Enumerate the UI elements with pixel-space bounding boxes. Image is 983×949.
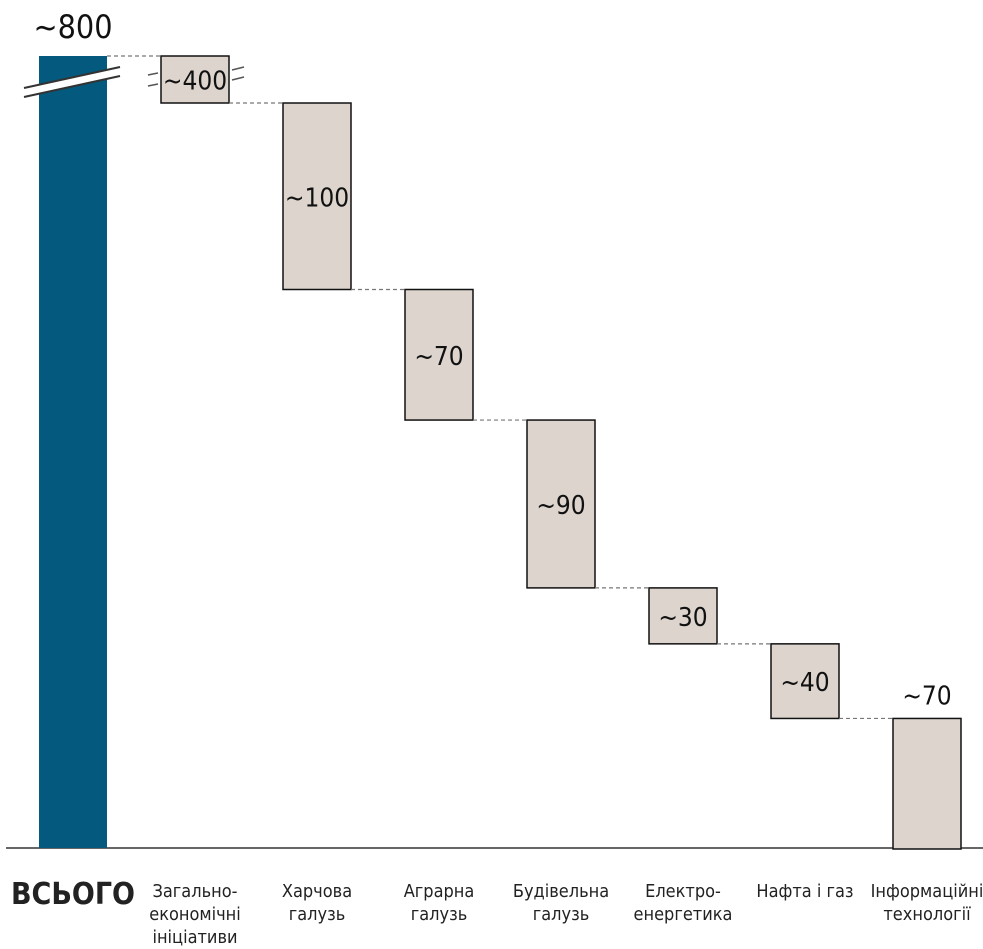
axis-break-mark-component [147,72,159,76]
value-label: ~100 [285,183,349,213]
axis-break-mark-total [23,66,121,89]
axis-break-mark-total [23,75,121,98]
category-label: Харчова галузь [282,881,352,925]
value-label: ~400 [163,67,227,97]
category-label: Нафта і газ [756,881,853,902]
bar-total [39,56,107,848]
category-label: Інформаційні технології [871,881,983,925]
bar-component [892,717,962,850]
category-label: Будівельна галузь [513,881,609,925]
bar-component [160,55,230,104]
axis-break-gap-total [24,67,120,97]
value-label: ~70 [902,681,951,711]
bar-component [648,587,718,645]
category-label: Електро-енергетика [634,881,733,925]
bar-component [526,419,596,589]
value-label: ~30 [658,603,707,633]
bar-component [282,102,352,291]
bar-component [770,643,840,720]
category-label-total: ВСЬОГО [11,877,135,912]
axis-break-mark-component [147,83,159,87]
value-label: ~70 [414,342,463,372]
value-label: ~90 [536,491,585,521]
total-value-label: ~800 [33,8,112,46]
value-label: ~40 [780,668,829,698]
axis-break-mark-component [231,66,245,71]
axis-break-mark-component [231,76,245,81]
category-label: Аграрна галузь [404,881,475,925]
category-label: Загально-економічні ініціативи [149,881,241,948]
bar-component [404,288,474,421]
